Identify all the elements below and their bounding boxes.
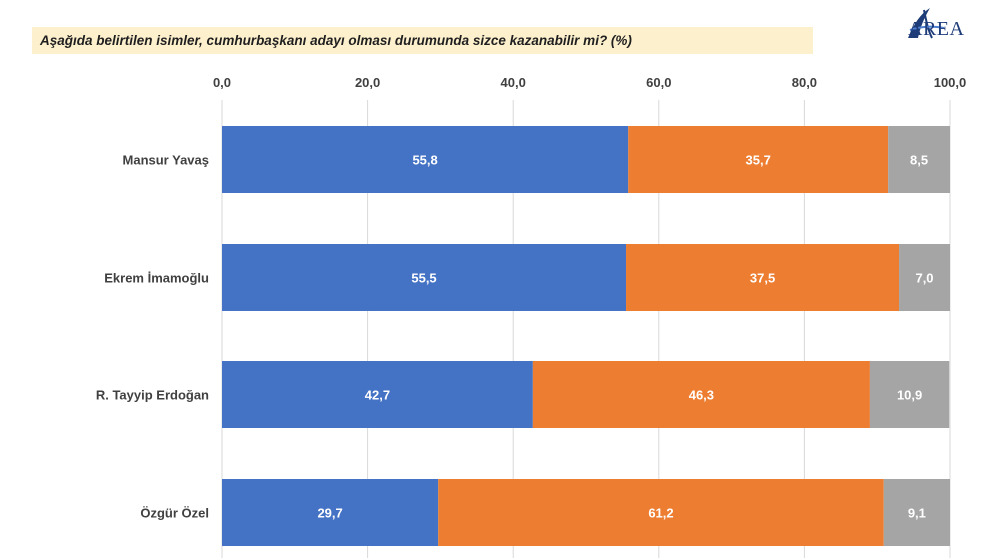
category-label: Mansur Yavaş [123, 153, 209, 168]
data-label: 9,1 [908, 506, 926, 521]
data-label: 46,3 [689, 388, 714, 403]
title-banner: Aşağıda belirtilen isimler, cumhurbaşkan… [32, 27, 813, 54]
bar-segment [438, 479, 884, 546]
bar-segment [869, 361, 950, 428]
data-label: 55,5 [411, 271, 436, 286]
bar-segment [883, 479, 950, 546]
bar-segment [222, 244, 627, 311]
data-label: 55,8 [412, 153, 437, 168]
category-label: R. Tayyip Erdoğan [96, 388, 209, 403]
data-label: 29,7 [317, 506, 342, 521]
x-tick-label: 80,0 [792, 75, 817, 90]
data-label: 42,7 [365, 388, 390, 403]
logo-text: AREA [908, 18, 965, 40]
bar-segment [888, 126, 950, 193]
bar-segment [222, 479, 439, 546]
x-tick-label: 0,0 [213, 75, 231, 90]
bar-segment [626, 244, 900, 311]
x-tick-label: 100,0 [934, 75, 967, 90]
chart-title: Aşağıda belirtilen isimler, cumhurbaşkan… [40, 33, 632, 48]
data-label: 10,9 [897, 388, 922, 403]
bar-segment [222, 361, 533, 428]
data-label: 8,5 [910, 153, 928, 168]
data-label: 37,5 [750, 271, 775, 286]
data-label: 61,2 [648, 506, 673, 521]
area-logo: AREA [900, 4, 980, 44]
bar-segment [628, 126, 889, 193]
x-tick-label: 60,0 [646, 75, 671, 90]
category-label: Ekrem İmamoğlu [104, 271, 209, 286]
x-tick-label: 40,0 [501, 75, 526, 90]
logo-swoosh-icon [908, 8, 945, 39]
data-label: 7,0 [915, 271, 933, 286]
x-tick-label: 20,0 [355, 75, 380, 90]
data-label: 35,7 [746, 153, 771, 168]
bar-segment [899, 244, 950, 311]
bar-segment [222, 126, 629, 193]
bar-segment [532, 361, 870, 428]
category-label: Özgür Özel [140, 506, 209, 521]
